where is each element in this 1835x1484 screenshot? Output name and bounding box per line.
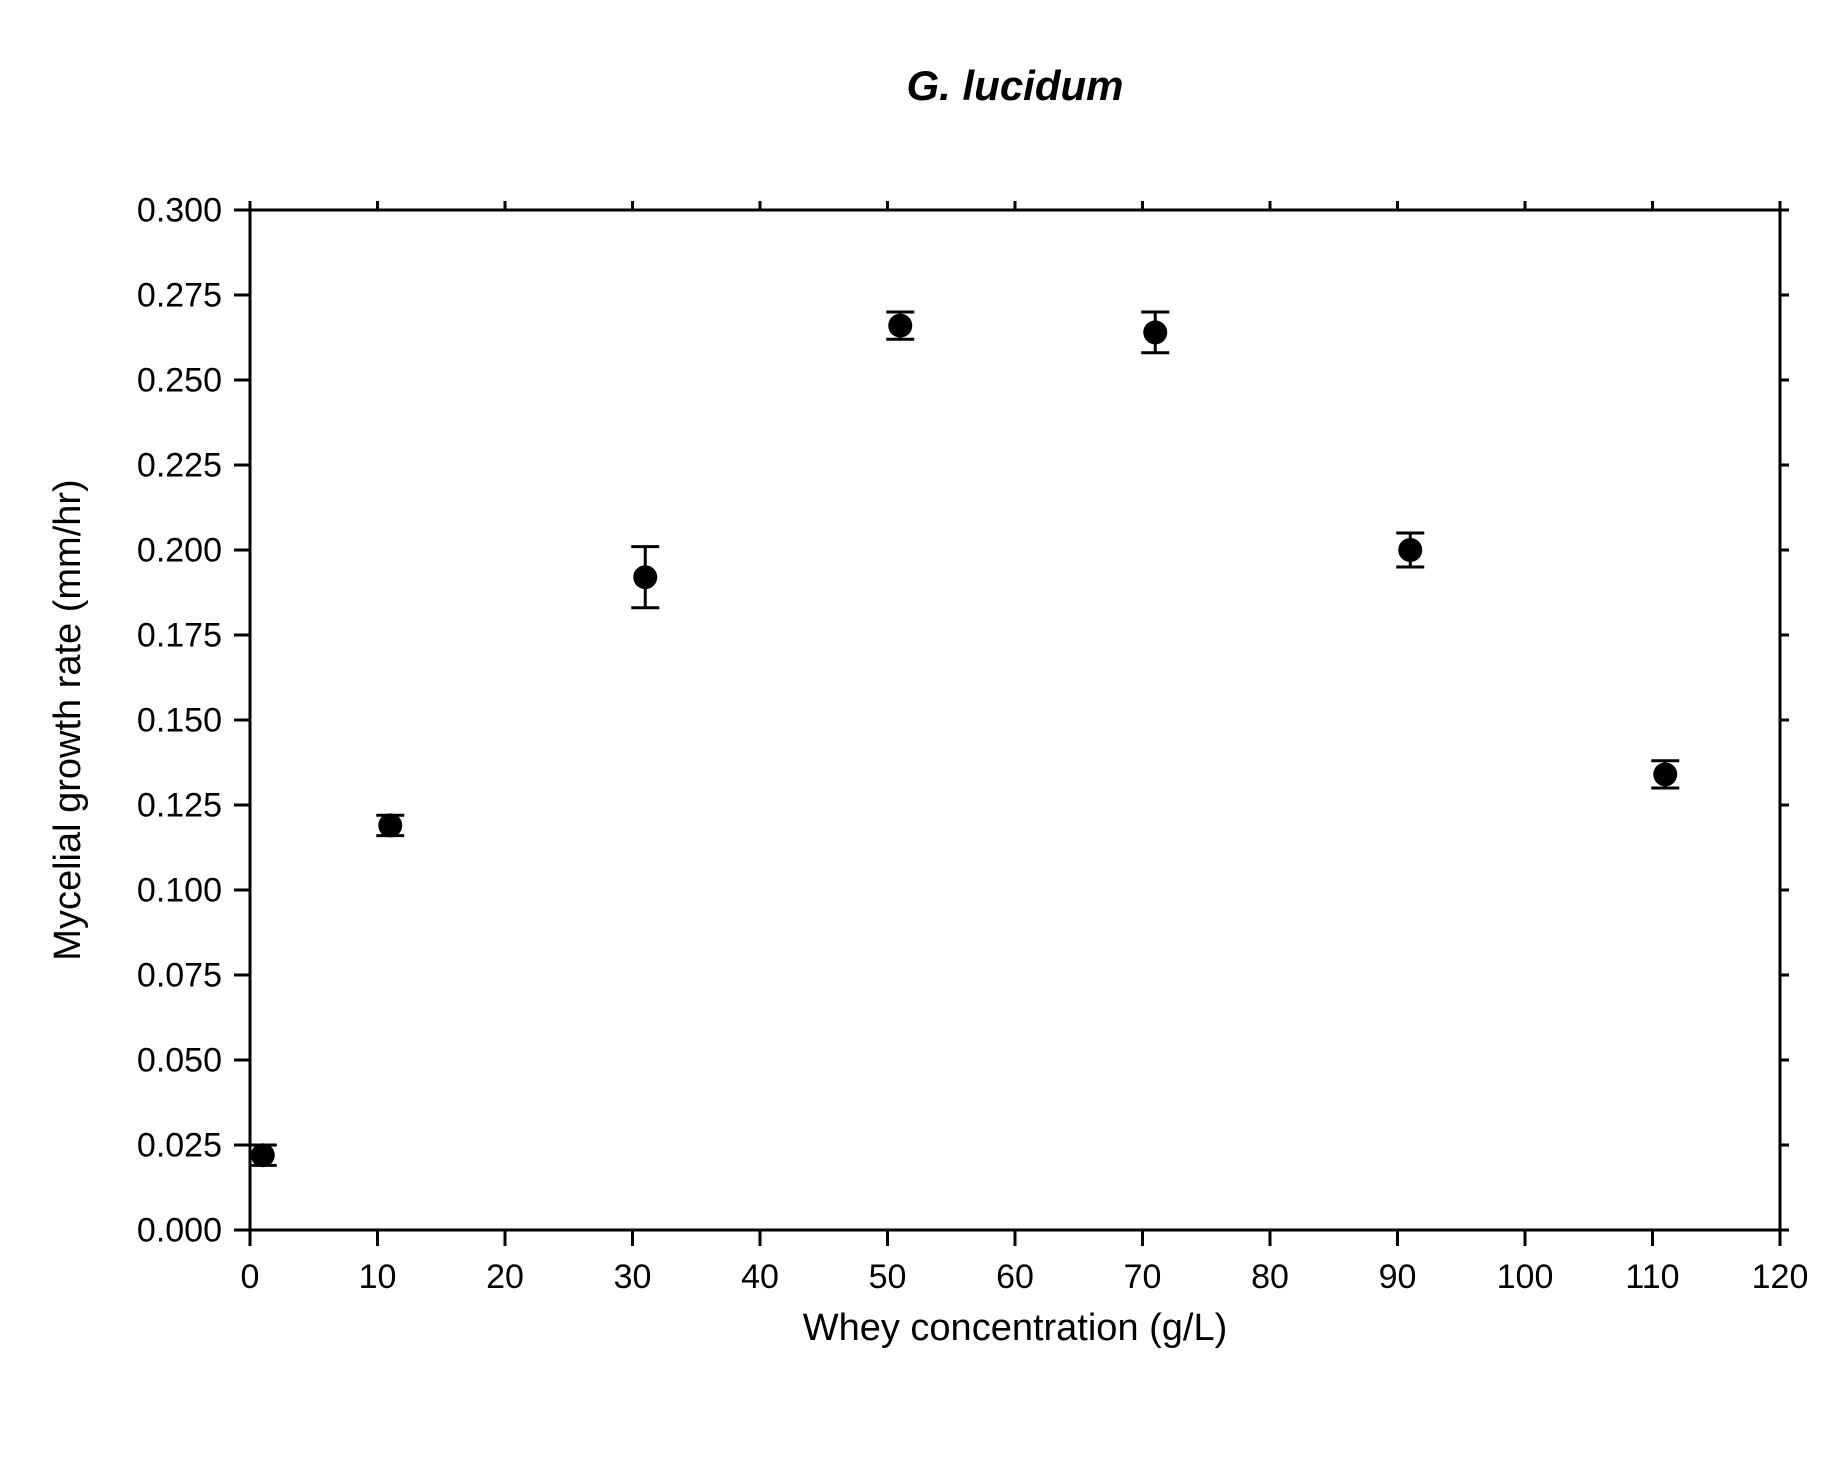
x-tick-label: 60 <box>996 1258 1034 1296</box>
chart-wrapper: 0 10 20 30 40 50 60 70 80 90 100 110 120 0.000 0.025 0.… <box>0 0 1835 1484</box>
x-tick-label: 70 <box>1124 1258 1162 1296</box>
y-tick-label: 0.050 <box>137 1041 222 1079</box>
x-tick-label: 30 <box>614 1258 652 1296</box>
data-point <box>378 813 402 837</box>
data-point <box>251 1143 275 1167</box>
data-point <box>1398 538 1422 562</box>
data-point <box>633 565 657 589</box>
y-tick-label: 0.000 <box>137 1211 222 1249</box>
x-tick-label: 40 <box>741 1258 779 1296</box>
x-tick-label: 100 <box>1497 1258 1554 1296</box>
chart-title: G. lucidum <box>906 62 1123 109</box>
x-tick-label: 110 <box>1625 1258 1679 1296</box>
x-tick-label: 0 <box>241 1258 260 1296</box>
x-axis-label: Whey concentration (g/L) <box>803 1307 1228 1349</box>
plot-frame <box>250 210 1780 1230</box>
data-point <box>1143 320 1167 344</box>
x-tick-label: 90 <box>1379 1258 1417 1296</box>
y-tick-label: 0.275 <box>137 276 222 314</box>
y-tick-label: 0.250 <box>137 361 222 399</box>
x-tick-label: 80 <box>1251 1258 1289 1296</box>
scatter-chart: 0 10 20 30 40 50 60 70 80 90 100 110 120 0.000 0.025 0.… <box>0 0 1835 1484</box>
y-tick-label: 0.025 <box>137 1126 222 1164</box>
y-tick-label: 0.125 <box>137 786 222 824</box>
y-tick-label: 0.200 <box>137 531 222 569</box>
x-tick-label: 120 <box>1752 1258 1809 1296</box>
y-tick-label: 0.150 <box>137 701 222 739</box>
y-tick-label: 0.175 <box>137 616 222 654</box>
data-point <box>888 314 912 338</box>
y-tick-label: 0.100 <box>137 871 222 909</box>
y-tick-label: 0.075 <box>137 956 222 994</box>
y-axis-label: Mycelial growth rate (mm/hr) <box>47 479 89 960</box>
data-point <box>1653 762 1677 786</box>
y-tick-label: 0.300 <box>137 191 222 229</box>
y-tick-label: 0.225 <box>137 446 222 484</box>
x-tick-label: 50 <box>869 1258 907 1296</box>
x-tick-label: 20 <box>486 1258 524 1296</box>
x-tick-label: 10 <box>359 1258 397 1296</box>
